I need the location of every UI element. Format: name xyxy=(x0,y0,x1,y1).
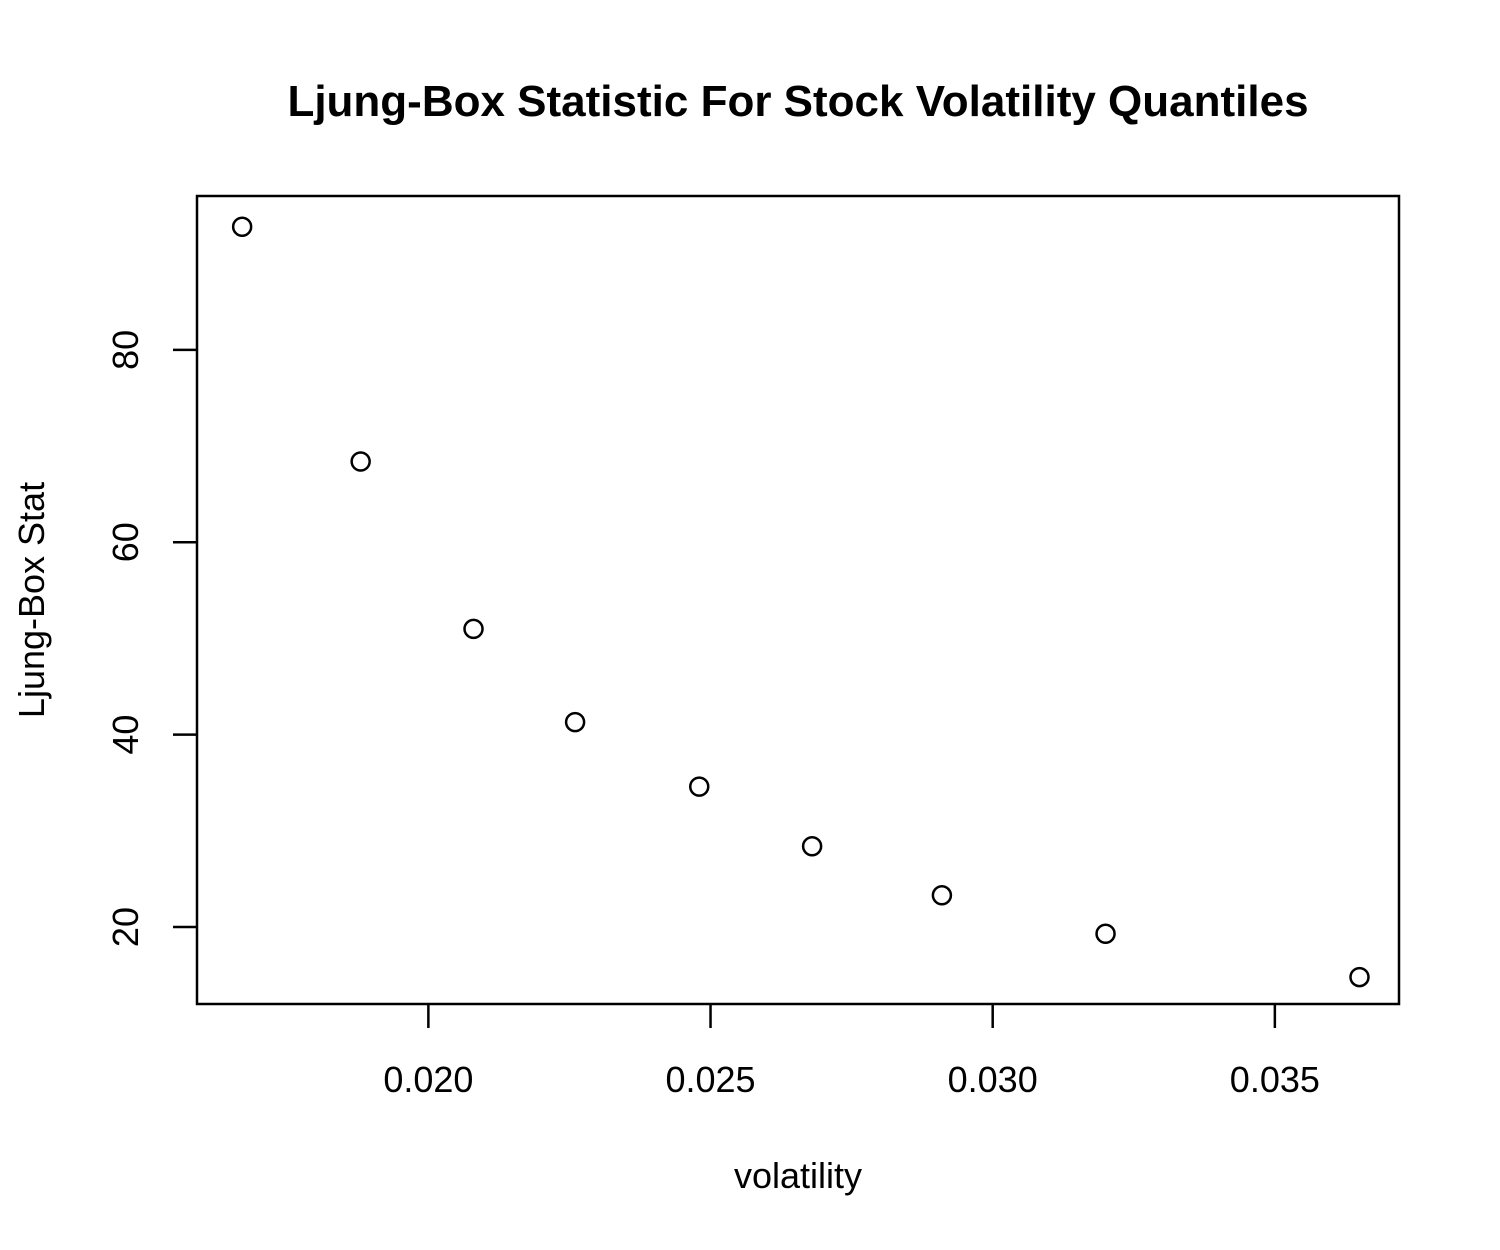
x-tick-label: 0.025 xyxy=(665,1059,755,1100)
y-tick-label: 80 xyxy=(105,330,146,370)
y-tick-label: 60 xyxy=(105,522,146,562)
y-axis-label: Ljung-Box Stat xyxy=(11,482,52,718)
data-point xyxy=(688,776,710,797)
x-tick-label: 0.020 xyxy=(383,1059,473,1100)
data-points xyxy=(231,216,1370,988)
data-point xyxy=(564,711,586,733)
y-tick-label: 40 xyxy=(105,715,146,755)
x-tick-label: 0.030 xyxy=(948,1059,1038,1100)
data-point xyxy=(350,451,371,472)
data-point xyxy=(801,835,823,857)
x-axis-label: volatility xyxy=(734,1155,862,1196)
plot-frame xyxy=(195,194,1401,1006)
x-tick-label: 0.035 xyxy=(1230,1059,1320,1100)
chart-title: Ljung-Box Statistic For Stock Volatility… xyxy=(287,77,1308,126)
y-axis: 20 40 60 80 xyxy=(105,330,197,947)
data-point xyxy=(231,216,253,238)
data-point xyxy=(1095,923,1116,945)
y-tick-label: 20 xyxy=(105,907,146,947)
data-point xyxy=(463,618,484,640)
data-point xyxy=(931,885,953,906)
x-axis: 0.020 0.025 0.030 0.035 xyxy=(383,1004,1320,1100)
data-point xyxy=(1349,966,1370,988)
